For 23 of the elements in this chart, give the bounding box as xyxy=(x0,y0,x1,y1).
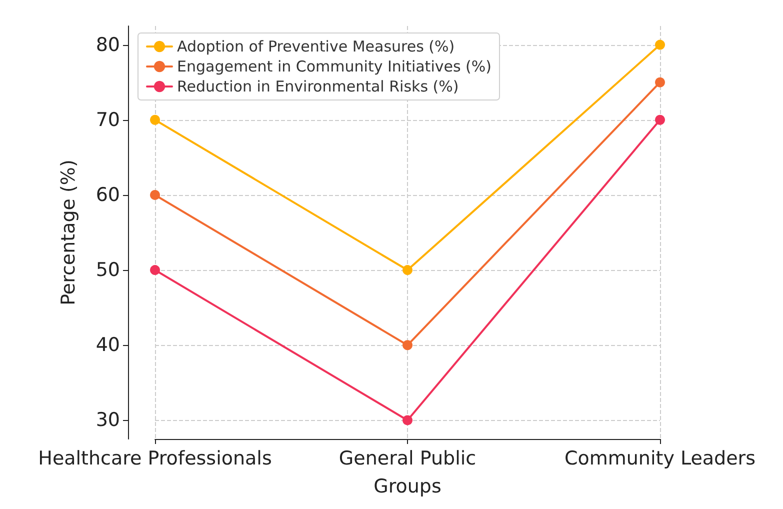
point xyxy=(150,265,160,276)
point xyxy=(402,340,412,350)
point xyxy=(150,114,160,125)
y-axis-title: Percentage (%) xyxy=(58,160,80,306)
legend-label: Engagement in Community Initiatives (%) xyxy=(177,58,492,76)
y-tick-label: 30 xyxy=(96,409,120,432)
point xyxy=(150,190,160,200)
point xyxy=(402,415,412,426)
x-tick-label: Healthcare Professionals xyxy=(38,448,272,470)
y-tick-label: 70 xyxy=(96,108,120,131)
point xyxy=(655,77,665,88)
point xyxy=(402,265,412,276)
y-tick-label: 80 xyxy=(96,34,120,56)
y-tick-label: 60 xyxy=(96,184,120,206)
y-tick-label: 40 xyxy=(96,334,120,356)
x-axis-title: Groups xyxy=(374,476,442,498)
x-tick-label: General Public xyxy=(338,448,476,470)
point xyxy=(655,114,665,125)
legend-label: Reduction in Environmental Risks (%) xyxy=(177,78,459,96)
point xyxy=(655,40,665,50)
legend-label: Adoption of Preventive Measures (%) xyxy=(177,38,455,56)
y-tick-label: 50 xyxy=(96,259,120,282)
x-tick-label: Community Leaders xyxy=(564,448,756,470)
